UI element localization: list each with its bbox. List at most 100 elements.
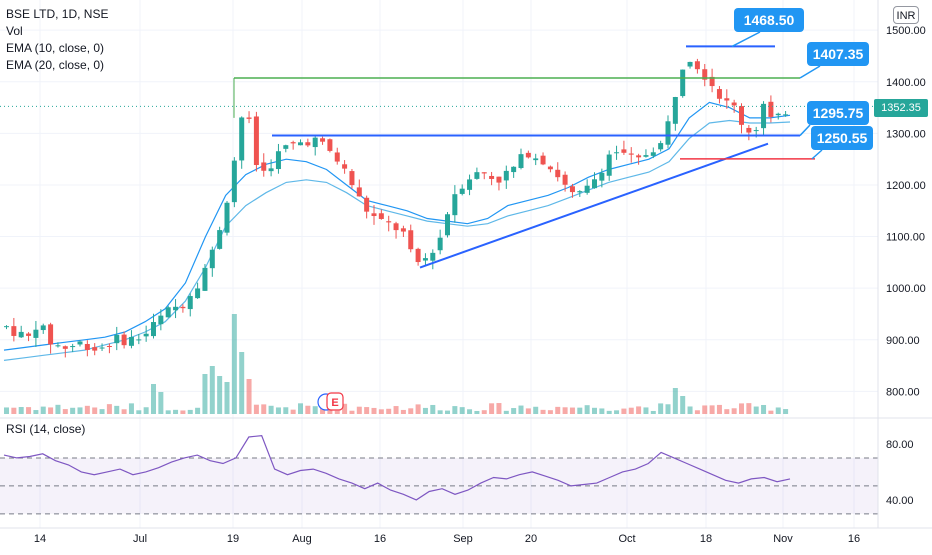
- candle-body: [408, 230, 414, 250]
- ema20-legend[interactable]: EMA (20, close, 0): [6, 58, 105, 72]
- price-axis-tick: 1100.00: [886, 232, 925, 244]
- volume-bar: [636, 406, 642, 414]
- candle-body: [217, 230, 223, 249]
- volume-bar: [151, 384, 156, 414]
- volume-bar: [349, 410, 355, 414]
- volume-layer: [4, 314, 789, 414]
- volume-bar: [408, 408, 414, 414]
- candle-body: [136, 339, 142, 341]
- candle-body: [753, 130, 759, 132]
- ema20-line: [3, 119, 791, 361]
- volume-bar: [62, 409, 68, 414]
- volume-bar: [518, 405, 524, 414]
- ascending-trendline: [419, 142, 769, 269]
- candle-body: [430, 252, 436, 261]
- volume-bar: [253, 404, 259, 414]
- time-axis-tick: Sep: [453, 533, 473, 545]
- candle-body: [547, 166, 553, 170]
- volume-legend[interactable]: Vol: [6, 24, 23, 38]
- candle-body: [533, 158, 539, 161]
- candle-body: [364, 197, 370, 212]
- rsi-legend[interactable]: RSI (14, close): [6, 422, 86, 436]
- currency-badge[interactable]: INR: [893, 6, 919, 24]
- volume-bar: [569, 407, 575, 414]
- candle-layer: [4, 58, 789, 358]
- candle-body: [474, 172, 480, 179]
- candle-body: [253, 116, 259, 166]
- volume-bar: [143, 407, 149, 414]
- candle-body: [143, 333, 149, 337]
- candle-body: [687, 61, 693, 67]
- candle-body: [584, 185, 590, 193]
- volume-bar: [231, 314, 237, 414]
- candle-body: [195, 288, 201, 299]
- volume-bar: [481, 410, 487, 414]
- symbol-title[interactable]: BSE LTD, 1D, NSE: [6, 7, 109, 21]
- volume-bar: [334, 410, 340, 414]
- candle-body: [614, 152, 620, 154]
- candle-body: [452, 194, 458, 216]
- volume-bar: [467, 409, 473, 414]
- volume-bar: [290, 409, 296, 414]
- candle-body: [445, 214, 450, 236]
- candle-body: [268, 168, 274, 172]
- price-axis-tick: 1400.00: [886, 77, 926, 89]
- event-icon: [326, 392, 344, 411]
- candle-body: [503, 170, 509, 181]
- last-price-tag: 1352.35: [874, 99, 928, 117]
- volume-bar: [40, 406, 46, 414]
- callout-resistance[interactable]: 1407.35: [807, 42, 869, 66]
- candle-body: [84, 344, 90, 350]
- volume-bar: [503, 410, 509, 414]
- volume-bar: [445, 410, 450, 414]
- volume-bar: [4, 407, 9, 414]
- candle-body: [342, 164, 348, 169]
- volume-bar: [26, 407, 32, 414]
- candle-body: [92, 347, 98, 351]
- volume-bar: [687, 406, 693, 414]
- candle-body: [26, 333, 32, 336]
- candle-body: [467, 179, 473, 190]
- volume-bar: [731, 408, 737, 414]
- volume-bar: [136, 410, 142, 414]
- rsi-band: [0, 457, 878, 514]
- candle-body: [768, 101, 774, 117]
- callout-support[interactable]: 1250.55: [811, 126, 873, 150]
- candle-body: [18, 331, 24, 338]
- callout-high[interactable]: 1468.50: [734, 8, 804, 32]
- candle-body: [11, 326, 17, 336]
- candle-body: [187, 296, 193, 310]
- volume-bar: [128, 403, 134, 414]
- candle-body: [99, 347, 105, 349]
- volume-bar: [239, 352, 245, 414]
- candle-body: [386, 221, 392, 223]
- volume-bar: [768, 410, 774, 414]
- volume-bar: [672, 388, 678, 414]
- candle-body: [48, 324, 54, 345]
- rsi-layer: [0, 434, 878, 515]
- volume-bar: [327, 407, 333, 414]
- candle-body: [393, 223, 399, 231]
- candle-body: [665, 121, 671, 145]
- volume-bar: [121, 409, 127, 414]
- volume-bar: [702, 405, 708, 414]
- callout-neckline[interactable]: 1295.75: [807, 101, 869, 125]
- ema10-legend[interactable]: EMA (10, close, 0): [6, 41, 105, 55]
- volume-bar: [474, 410, 480, 414]
- rsi-axis-tick: 40.00: [886, 495, 914, 507]
- volume-bar: [584, 405, 590, 414]
- candle-body: [658, 143, 664, 150]
- candle-body: [158, 315, 164, 325]
- volume-bar: [173, 409, 179, 414]
- candle-body: [518, 154, 524, 169]
- candle-body: [320, 138, 326, 142]
- candle-body: [761, 103, 767, 129]
- candle-body: [70, 346, 76, 348]
- volume-bar: [298, 403, 303, 414]
- volume-bar: [724, 409, 730, 414]
- volume-bar: [268, 405, 274, 414]
- grid-layer: [0, 0, 878, 528]
- candle-body: [702, 69, 708, 80]
